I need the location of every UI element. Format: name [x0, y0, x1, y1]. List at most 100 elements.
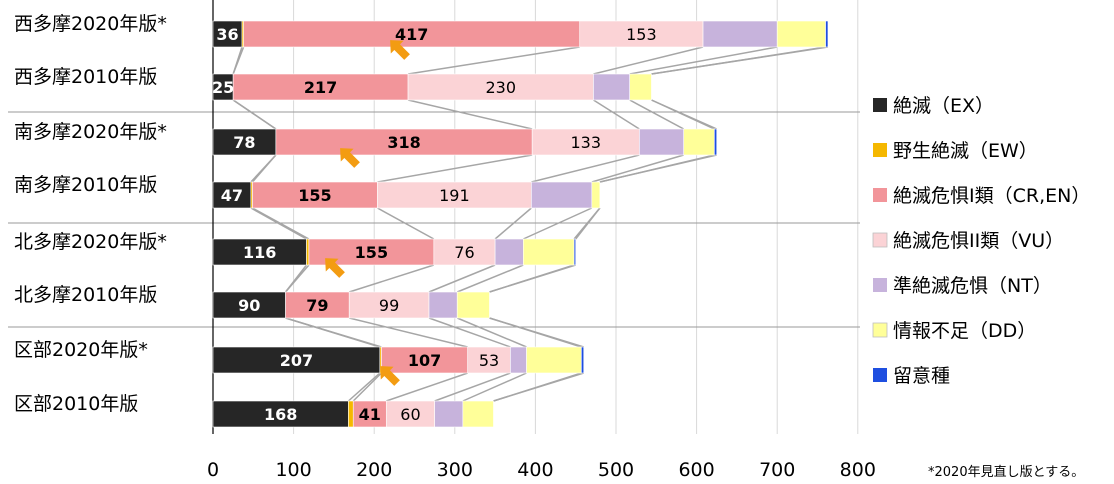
legend-label: 野生絶滅（EW） — [893, 140, 1038, 162]
bar-segment — [285, 291, 350, 319]
bar-segment — [212, 291, 286, 319]
data-label: 107 — [408, 351, 441, 370]
data-label: 25 — [212, 78, 234, 97]
bar-segment — [212, 20, 243, 48]
connector-line — [428, 264, 496, 293]
category-label: 区部2020年版* — [14, 339, 148, 361]
bars: 36 417 153 25 217 230 78 318 133 47 155 191 116 155 76… — [212, 20, 829, 428]
bar-segment — [629, 73, 652, 101]
legend-label: 絶滅危惧II類（VU） — [893, 230, 1064, 252]
x-tick-label: 100 — [275, 459, 311, 481]
data-label: 153 — [626, 25, 657, 44]
connector-line — [232, 46, 245, 75]
connector-line — [593, 99, 640, 130]
connector-line — [599, 154, 717, 183]
connector-line — [386, 372, 468, 402]
increase-arrow-icon — [390, 40, 410, 60]
legend-label: 絶滅（EX） — [893, 95, 994, 117]
connector-line — [284, 264, 310, 293]
bar-segment — [348, 291, 430, 319]
bar-segment — [306, 238, 310, 266]
bar-segment — [381, 346, 468, 374]
bar-segment — [377, 181, 532, 209]
category-label: 区部2010年版 — [14, 393, 138, 415]
connector-line — [493, 372, 584, 402]
connector-line — [629, 99, 685, 130]
connector-line — [462, 372, 527, 402]
connector-line — [489, 264, 576, 293]
connector-line — [232, 99, 277, 130]
data-label: 116 — [243, 243, 276, 262]
bar-segment — [683, 128, 715, 156]
bar-segment — [593, 73, 631, 101]
connector-line — [651, 99, 718, 130]
legend-label: 絶滅危惧I類（CR,EN） — [893, 185, 1090, 207]
data-label: 47 — [221, 186, 243, 205]
bar-segment — [526, 346, 582, 374]
x-tick-label: 500 — [598, 459, 634, 481]
category-label: 西多摩2020年版* — [14, 13, 167, 35]
data-label: 133 — [571, 133, 602, 152]
bar-segment — [591, 181, 601, 209]
legend-label: 準絶滅危惧（NT） — [893, 275, 1052, 297]
connector-line — [428, 317, 511, 348]
bar-segment — [776, 20, 826, 48]
connector-line — [407, 99, 533, 130]
bar-segment — [702, 20, 778, 48]
connector-line — [593, 46, 704, 75]
connector-line — [629, 46, 778, 75]
legend-label: 留意種 — [893, 365, 950, 387]
category-label: 北多摩2010年版 — [14, 284, 157, 306]
bar-segment — [348, 400, 354, 428]
connector-line — [407, 46, 580, 75]
legend-swatch — [873, 368, 887, 382]
legend-swatch — [873, 188, 887, 202]
bar-segment — [462, 400, 494, 428]
connector-line — [456, 264, 524, 293]
legend-label: 情報不足（DD） — [893, 320, 1036, 342]
data-label: 36 — [216, 25, 238, 44]
connector-line — [352, 372, 382, 402]
data-label: 78 — [233, 133, 255, 152]
connector-lines — [232, 46, 829, 402]
connector-line — [250, 207, 307, 240]
connector-line — [377, 154, 533, 183]
bar-segment — [252, 181, 378, 209]
data-label: 318 — [387, 133, 420, 152]
bar-segment — [579, 20, 704, 48]
legend: 絶滅（EX） 野生絶滅（EW） 絶滅危惧I類（CR,EN） 絶滅危惧II類（VU） 準絶… — [872, 95, 1090, 387]
increase-arrow-icon — [380, 366, 400, 386]
bar-segment — [510, 346, 527, 374]
data-label: 99 — [379, 296, 399, 315]
bar-segment — [531, 128, 640, 156]
increase-arrow-icon — [325, 258, 345, 278]
bar-segment — [212, 181, 252, 209]
x-tick-label: 200 — [356, 459, 392, 481]
data-label: 417 — [395, 25, 428, 44]
x-axis-tick-labels: 0 100 200 300 400 500 600 700 800 — [207, 459, 876, 481]
bar-segment — [581, 346, 585, 374]
connector-line — [591, 154, 684, 183]
legend-swatch — [872, 322, 888, 338]
connector-line — [489, 317, 584, 348]
connector-line — [523, 207, 593, 240]
bar-segment — [639, 128, 685, 156]
connector-line — [347, 372, 381, 402]
bar-segment — [531, 181, 593, 209]
connector-line — [531, 154, 640, 183]
connector-line — [348, 264, 435, 293]
connector-line — [434, 372, 511, 402]
data-label: 155 — [355, 243, 388, 262]
data-label: 155 — [298, 186, 331, 205]
connector-line — [252, 207, 310, 240]
bar-segment — [275, 128, 533, 156]
bar-segment — [212, 400, 349, 428]
x-tick-label: 800 — [840, 459, 876, 481]
data-label: 79 — [306, 296, 328, 315]
data-label: 168 — [264, 405, 297, 424]
connector-line — [494, 207, 532, 240]
bar-segment — [434, 400, 464, 428]
connector-line — [651, 46, 829, 75]
